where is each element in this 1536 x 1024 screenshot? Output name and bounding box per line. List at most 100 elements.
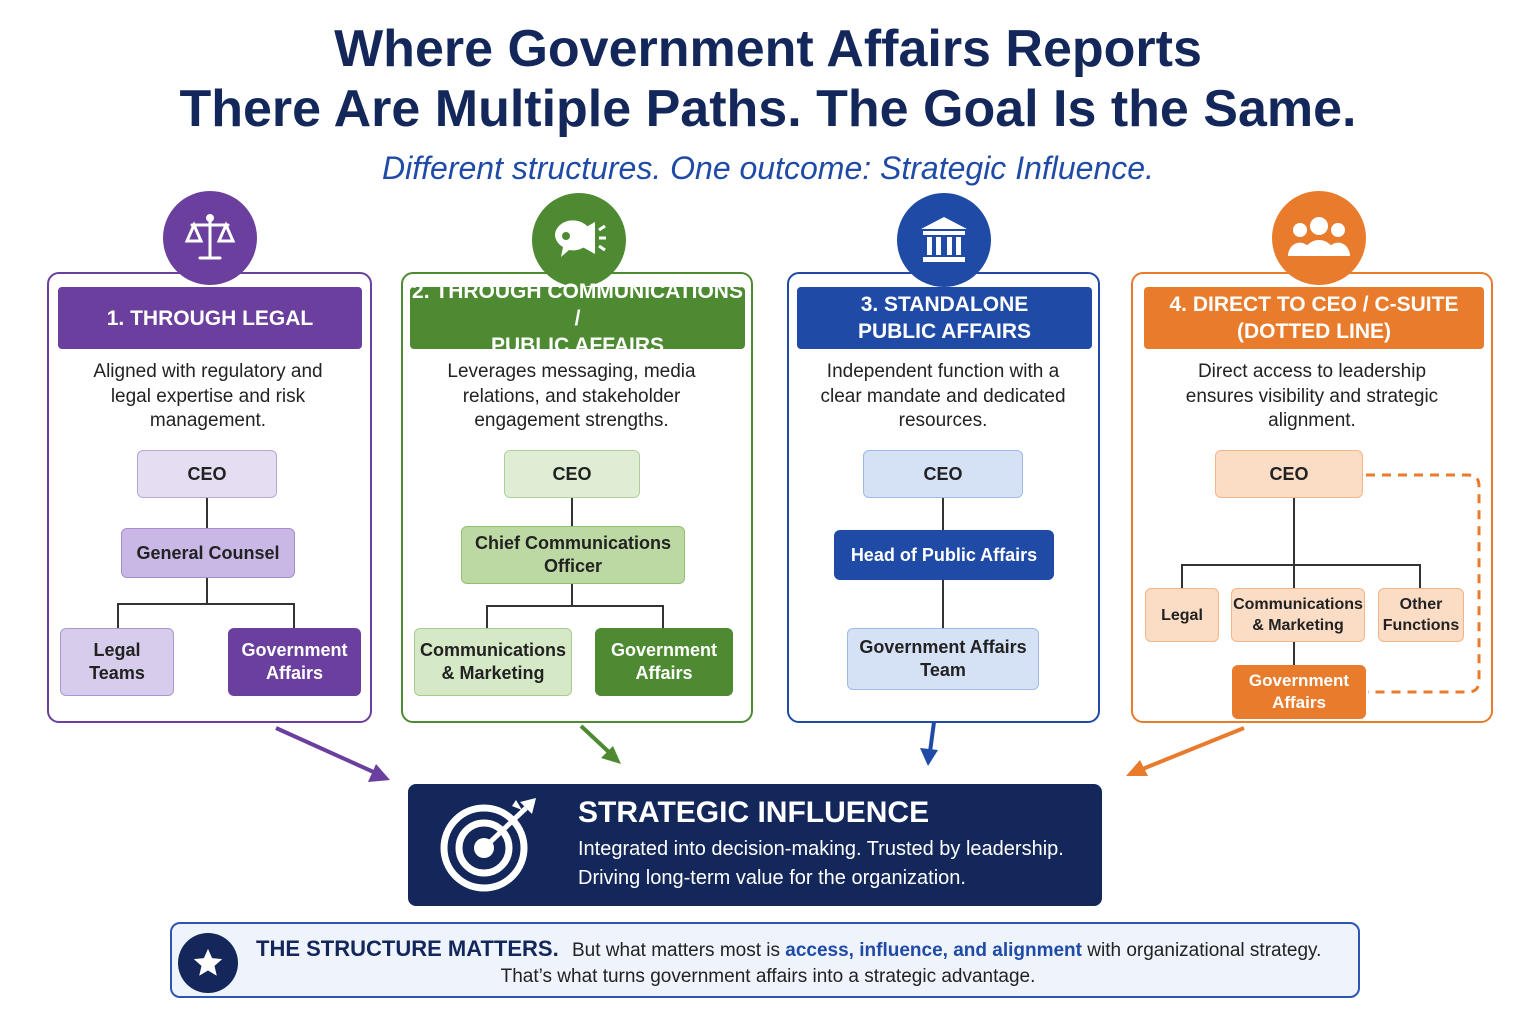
node-label: Communications — [419, 640, 566, 660]
header-line: 3. STANDALONE — [860, 293, 1029, 316]
comms-government-affairs-node: Government Affairs — [595, 628, 733, 696]
desc-line: alignment. — [1268, 410, 1356, 431]
connector — [1293, 498, 1295, 666]
legal-government-affairs-node: Government Affairs — [228, 628, 361, 696]
goal-title: STRATEGIC INFLUENCE — [578, 796, 930, 829]
arrow-direct — [1126, 726, 1245, 776]
legal-ceo-node: CEO — [137, 450, 277, 498]
panel-communications-header: 2. THROUGH COMMUNICATIONS / PUBLIC AFFAI… — [410, 280, 745, 357]
desc-line: Direct access to leadership — [1197, 361, 1427, 382]
head-of-public-affairs-node: Head of Public Affairs — [834, 530, 1054, 580]
header-line: PUBLIC AFFAIRS — [490, 333, 665, 357]
panel-legal-header-text: 1. THROUGH LEGAL — [106, 306, 314, 330]
goal-line-1: Integrated into decision-making. Trusted… — [578, 838, 1064, 860]
page-title-line-2: There Are Multiple Paths. The Goal Is th… — [179, 80, 1357, 138]
desc-line: engagement strengths. — [474, 410, 669, 431]
connector — [486, 605, 488, 628]
chief-communications-officer-node: Chief Communications Officer — [461, 526, 685, 584]
panel-direct-header: 4. DIRECT TO CEO / C-SUITE (DOTTED LINE) — [1144, 287, 1484, 349]
panel-standalone-description: Independent function with a clear mandat… — [797, 360, 1089, 434]
connector — [117, 603, 119, 628]
bottom-text-a: But what matters most is — [571, 940, 780, 961]
bottom-banner — [170, 922, 1360, 998]
scales-icon — [163, 191, 257, 285]
connector — [486, 605, 664, 607]
panel-direct-description: Direct access to leadership ensures visi… — [1145, 360, 1479, 434]
desc-line: ensures visibility and strategic — [1185, 385, 1439, 407]
node-label: Government — [610, 640, 718, 660]
node-label: Functions — [1382, 617, 1460, 634]
desc-line: Aligned with regulatory and — [93, 361, 323, 382]
bottom-text-b: with organizational strategy. — [1087, 940, 1322, 961]
connector — [571, 498, 573, 526]
header-line: PUBLIC AFFAIRS — [857, 320, 1032, 343]
arrow-standalone — [920, 721, 938, 766]
node-label: Communications — [1233, 596, 1363, 613]
node-label: Chief Communications — [474, 533, 671, 553]
bottom-lead: THE STRUCTURE MATTERS. — [256, 936, 559, 961]
panel-standalone-header: 3. STANDALONE PUBLIC AFFAIRS — [797, 287, 1092, 349]
direct-government-affairs-node: Government Affairs — [1232, 665, 1366, 719]
node-label: CEO — [923, 463, 963, 484]
government-building-icon — [897, 193, 991, 287]
star-icon — [178, 933, 238, 993]
connector — [942, 498, 944, 530]
goal-line-2: Driving long-term value for the organiza… — [578, 867, 966, 889]
standalone-ceo-node: CEO — [863, 450, 1023, 498]
node-label: CEO — [552, 463, 592, 484]
connector — [206, 578, 208, 604]
government-affairs-team-node: Government Affairs Team — [847, 628, 1039, 690]
node-label: CEO — [187, 463, 227, 484]
bottom-line-2: That’s what turns government affairs int… — [500, 966, 1036, 987]
megaphone-icon — [532, 193, 626, 287]
node-label: Affairs — [635, 663, 693, 683]
desc-line: Leverages messaging, media — [447, 361, 696, 382]
node-label: Affairs — [1272, 693, 1326, 712]
desc-line: legal expertise and risk — [110, 385, 306, 407]
comms-communications-marketing-node: Communications & Marketing — [414, 628, 572, 696]
desc-line: clear mandate and dedicated — [820, 385, 1066, 407]
bottom-highlight: access, influence, and alignment — [785, 940, 1082, 961]
connector — [662, 605, 664, 628]
page-title-line-1: Where Government Affairs Reports — [334, 20, 1202, 78]
node-label: Legal — [1161, 606, 1203, 624]
connector — [571, 584, 573, 606]
node-label: & Marketing — [441, 663, 545, 683]
dotted-line-connector — [1366, 473, 1481, 694]
desc-line: Independent function with a — [826, 361, 1060, 382]
node-label: Government Affairs — [859, 637, 1027, 657]
node-label: Affairs — [265, 663, 323, 683]
connector — [1181, 564, 1421, 566]
header-line: (DOTTED LINE) — [1237, 320, 1391, 343]
connector — [942, 580, 944, 628]
legal-teams-node: Legal Teams — [60, 628, 174, 696]
comms-ceo-node: CEO — [504, 450, 640, 498]
node-label: Team — [920, 660, 966, 680]
people-group-icon — [1272, 191, 1366, 285]
bottom-line-1: THE STRUCTURE MATTERS. But what matters … — [256, 936, 1321, 962]
node-label: Officer — [543, 556, 603, 576]
connector — [293, 603, 295, 628]
connector — [117, 603, 295, 605]
direct-communications-marketing-node: Communications & Marketing — [1231, 588, 1365, 642]
node-label: CEO — [1269, 463, 1309, 484]
panel-legal-header: 1. THROUGH LEGAL — [58, 287, 362, 349]
direct-ceo-node: CEO — [1215, 450, 1363, 498]
connector — [206, 498, 208, 528]
node-label: Legal — [93, 640, 141, 660]
desc-line: management. — [149, 410, 267, 431]
node-label: Teams — [89, 663, 145, 683]
connector — [1181, 564, 1183, 588]
panel-legal-description: Aligned with regulatory and legal expert… — [58, 360, 358, 434]
direct-other-functions-node: Other Functions — [1378, 588, 1464, 642]
header-line: 2. THROUGH COMMUNICATIONS / — [412, 279, 743, 330]
node-label: Government — [241, 640, 348, 660]
node-label: Head of Public Affairs — [850, 544, 1038, 565]
connector — [1419, 564, 1421, 588]
node-label: General Counsel — [136, 542, 280, 563]
arrow-communications — [579, 724, 621, 764]
target-icon — [440, 798, 536, 892]
node-label: Government — [1248, 671, 1350, 690]
page-subtitle: Different structures. One outcome: Strat… — [382, 150, 1154, 186]
panel-communications-description: Leverages messaging, media relations, an… — [410, 360, 733, 434]
